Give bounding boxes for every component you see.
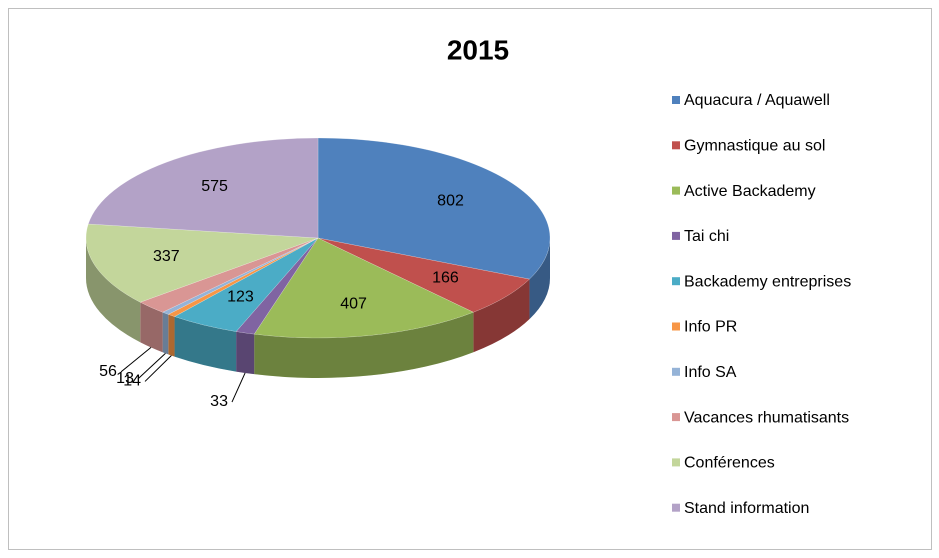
slice-side xyxy=(162,312,169,355)
slice-side xyxy=(529,238,550,320)
leader-line xyxy=(137,352,166,380)
legend-label: Info SA xyxy=(684,364,737,381)
leader-line xyxy=(144,355,172,382)
slice-side xyxy=(168,314,175,357)
legend-label: Info PR xyxy=(684,319,737,336)
slice-side-shade xyxy=(140,302,163,353)
legend-swatch xyxy=(672,186,680,195)
slice xyxy=(85,223,319,303)
legend-swatch xyxy=(672,322,680,331)
slice-side-shade xyxy=(473,279,530,353)
slice-side-shade xyxy=(529,238,550,320)
legend-label: Vacances rhumatisants xyxy=(684,409,849,426)
slice xyxy=(235,237,319,335)
slice-side-shade xyxy=(236,331,255,375)
data-label: 407 xyxy=(340,295,367,312)
legend-swatch xyxy=(672,503,680,512)
slice-side xyxy=(473,279,530,353)
slice-side-shade xyxy=(162,312,169,355)
legend-label: Active Backademy xyxy=(684,183,816,200)
data-label: 802 xyxy=(437,192,464,209)
data-label: 33 xyxy=(210,393,228,410)
data-label: 56 xyxy=(99,363,117,380)
slice-side xyxy=(174,316,237,372)
legend-swatch xyxy=(672,458,680,467)
slice xyxy=(253,237,474,339)
legend-label: Tai chi xyxy=(684,228,729,245)
slice xyxy=(139,237,319,313)
slice xyxy=(167,237,319,317)
legend-swatch xyxy=(672,277,680,286)
leader-line xyxy=(231,372,246,403)
legend-label: Conférences xyxy=(684,455,775,472)
slice-side xyxy=(254,312,474,378)
legend-label: Stand information xyxy=(684,500,809,517)
slice-side-shade xyxy=(86,238,141,343)
legend-swatch xyxy=(672,413,680,422)
data-label: 14 xyxy=(123,373,141,390)
slice-side-shade xyxy=(254,312,474,378)
legend-swatch xyxy=(672,367,680,376)
data-label: 575 xyxy=(201,178,228,195)
slice-side xyxy=(86,238,141,343)
slice xyxy=(173,237,319,332)
data-label: 13 xyxy=(116,370,134,387)
legend-label: Backademy entreprises xyxy=(684,273,851,290)
slice xyxy=(317,137,551,280)
slice xyxy=(162,237,319,315)
slice xyxy=(87,137,319,239)
legend-label: Aquacura / Aquawell xyxy=(684,92,830,109)
chart-title: 2015 xyxy=(447,34,509,65)
leader-line xyxy=(120,347,152,373)
legend-label: Gymnastique au sol xyxy=(684,138,825,155)
data-label: 337 xyxy=(153,248,180,265)
slice-side xyxy=(236,331,255,375)
legend-swatch xyxy=(672,96,680,104)
data-label: 166 xyxy=(432,269,459,286)
slice xyxy=(317,237,530,313)
slice-side xyxy=(140,302,163,353)
legend-swatch xyxy=(672,141,680,150)
data-label: 123 xyxy=(227,288,254,305)
slice-side-shade xyxy=(168,314,175,357)
legend-swatch xyxy=(672,231,680,240)
slice-side-shade xyxy=(174,316,237,372)
